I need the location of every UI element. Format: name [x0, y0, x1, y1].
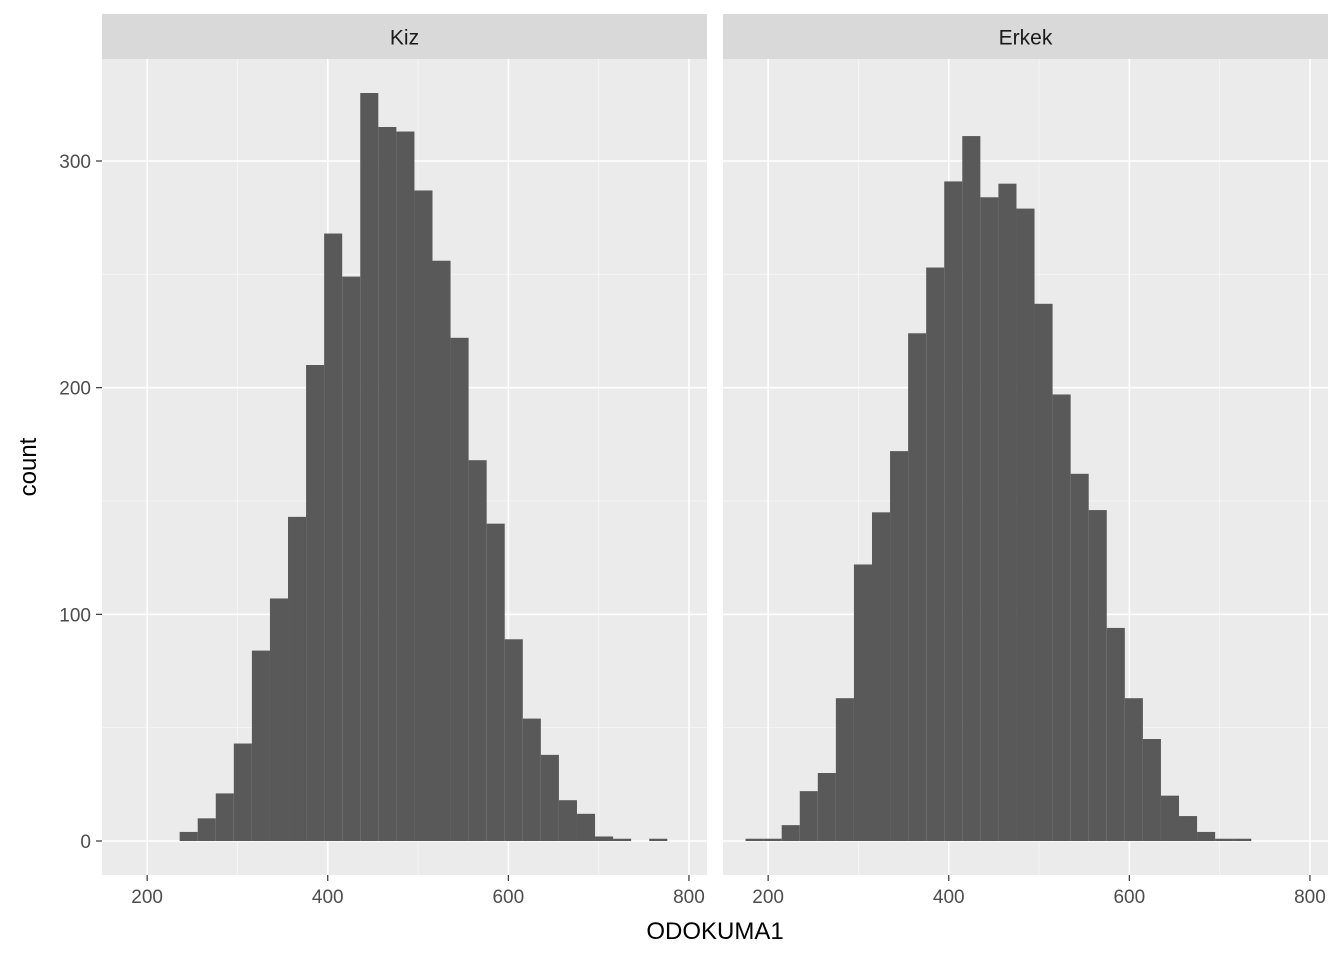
- histogram-bar: [1052, 394, 1071, 841]
- histogram-bar: [1179, 816, 1198, 841]
- histogram-bar: [998, 183, 1017, 841]
- x-tick-label: 400: [312, 887, 344, 908]
- histogram-bar: [835, 698, 854, 841]
- x-tick-label: 200: [752, 887, 784, 908]
- histogram-bar: [1088, 510, 1107, 841]
- histogram-bar: [1124, 698, 1143, 841]
- histogram-bar: [980, 197, 999, 841]
- x-tick-label: 200: [131, 887, 163, 908]
- y-axis-title: count: [15, 437, 42, 496]
- facet-strip-label: Kiz: [390, 27, 419, 50]
- facet-panel-0: Kiz 200 400 600 800 0 100 200 300: [59, 14, 707, 908]
- histogram-bar: [432, 260, 451, 841]
- histogram-bar: [817, 773, 836, 841]
- histogram-bar: [576, 813, 596, 841]
- x-tick-label: 800: [673, 887, 705, 908]
- histogram-bar: [378, 127, 397, 841]
- y-tick-label: 300: [59, 152, 91, 173]
- histogram-bar: [1070, 473, 1089, 841]
- histogram-bar: [1160, 795, 1180, 841]
- histogram-bar: [908, 333, 927, 841]
- histogram-bar: [306, 365, 325, 841]
- x-tick-label: 800: [1294, 887, 1326, 908]
- histogram-bar: [197, 818, 216, 841]
- histogram-bar: [504, 639, 523, 841]
- histogram-bar: [1142, 739, 1161, 841]
- histogram-bar: [926, 267, 945, 841]
- histogram-bar: [414, 190, 433, 841]
- histogram-bar: [233, 743, 252, 841]
- histogram-bar: [745, 838, 764, 841]
- histogram-bar: [871, 512, 891, 841]
- facet-strip-label: Erkek: [999, 27, 1053, 50]
- facet-panels: Kiz 200 400 600 800 0 100 200 300 Erkek 200 400 600 8…: [59, 14, 1328, 908]
- histogram-bar: [215, 793, 234, 841]
- histogram-bar: [649, 838, 668, 841]
- x-tick-label: 600: [1113, 887, 1145, 908]
- histogram-bar: [486, 523, 505, 841]
- histogram-bar: [962, 136, 981, 842]
- histogram-bar: [450, 337, 469, 841]
- histogram-bar: [540, 754, 559, 841]
- histogram-bar: [1215, 838, 1234, 841]
- y-tick-label: 0: [80, 832, 91, 853]
- y-tick-label: 200: [59, 379, 91, 400]
- histogram-bar: [324, 233, 343, 842]
- histogram-bar: [288, 516, 307, 841]
- histogram-bar: [522, 718, 541, 841]
- histogram-bar: [179, 831, 198, 841]
- histogram-bar: [853, 564, 872, 841]
- histogram-bar: [342, 276, 361, 842]
- histogram-bar: [360, 93, 379, 841]
- histogram-bar: [799, 791, 818, 841]
- x-axis-title: ODOKUMA1: [646, 918, 783, 945]
- histogram-bar: [890, 451, 909, 841]
- histogram-bar: [1233, 838, 1252, 841]
- histogram-bar: [944, 181, 963, 841]
- histogram-bar: [269, 598, 289, 841]
- facet-strip: [102, 14, 707, 59]
- x-tick-label: 600: [492, 887, 524, 908]
- histogram-bar: [781, 825, 800, 841]
- histogram-bar: [468, 460, 487, 841]
- histogram-bar: [595, 836, 614, 841]
- histogram-bar: [1106, 627, 1125, 841]
- histogram-bar: [1197, 831, 1216, 841]
- histogram-bar: [251, 650, 270, 841]
- facet-strip: [723, 14, 1328, 59]
- histogram-bar: [613, 838, 632, 841]
- histogram-bar: [558, 800, 577, 841]
- x-tick-label: 400: [933, 887, 965, 908]
- histogram-bar: [1016, 208, 1035, 842]
- histogram-bar: [396, 131, 415, 842]
- histogram-bar: [763, 838, 782, 841]
- y-tick-label: 100: [59, 605, 91, 626]
- histogram-bar: [1034, 303, 1053, 841]
- facet-panel-1: Erkek 200 400 600 800: [723, 14, 1328, 908]
